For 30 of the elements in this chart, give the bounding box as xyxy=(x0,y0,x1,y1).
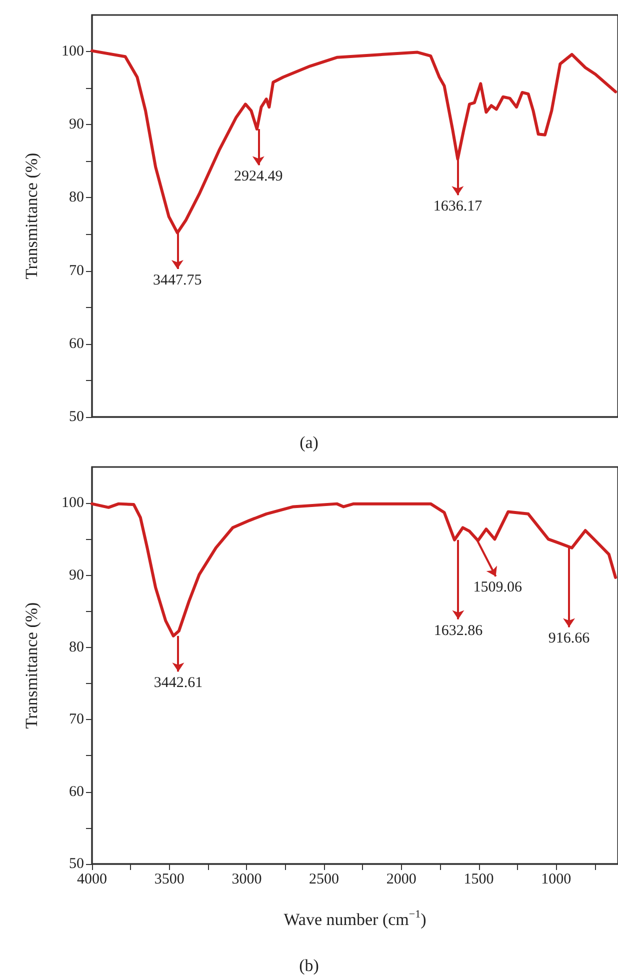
annotation: 3447.75 xyxy=(153,272,202,288)
y-tick-label: 70 xyxy=(69,712,84,728)
x-tick-label: 4000 xyxy=(77,872,107,888)
y-tick-label: 80 xyxy=(69,190,84,206)
x-tick-label: 1000 xyxy=(541,872,572,888)
y-tick-label: 90 xyxy=(69,116,84,133)
y-tick-label: 100 xyxy=(62,44,84,60)
x-tick-label: 1500 xyxy=(464,872,494,888)
y-tick-label: 70 xyxy=(69,262,84,279)
y-axis-title: Transmittance (%) xyxy=(22,602,41,729)
annotation: 1509.06 xyxy=(473,579,522,596)
annotation: 3442.61 xyxy=(154,675,203,692)
y-tick-label: 50 xyxy=(69,856,84,872)
y-tick-label: 80 xyxy=(69,639,84,656)
y-tick-label: 90 xyxy=(69,567,84,584)
annotation: 1636.17 xyxy=(433,198,483,215)
y-tick-label: 60 xyxy=(69,784,84,800)
y-axis-title: Transmittance (%) xyxy=(22,152,41,280)
annotation: 916.66 xyxy=(548,630,590,647)
x-tick-label: 2000 xyxy=(386,872,416,888)
text: (b) xyxy=(299,956,319,975)
y-tick-label: 50 xyxy=(69,409,84,425)
x-tick-label: 2500 xyxy=(309,872,340,888)
y-tick-label: 60 xyxy=(69,336,84,352)
x-tick-label: 3500 xyxy=(154,872,184,888)
x-tick-label: 3000 xyxy=(232,872,262,888)
y-tick-label: 100 xyxy=(62,495,84,512)
text: (a) xyxy=(300,433,318,452)
annotation: 1632.86 xyxy=(434,622,484,639)
annotation: 2924.49 xyxy=(234,168,283,185)
